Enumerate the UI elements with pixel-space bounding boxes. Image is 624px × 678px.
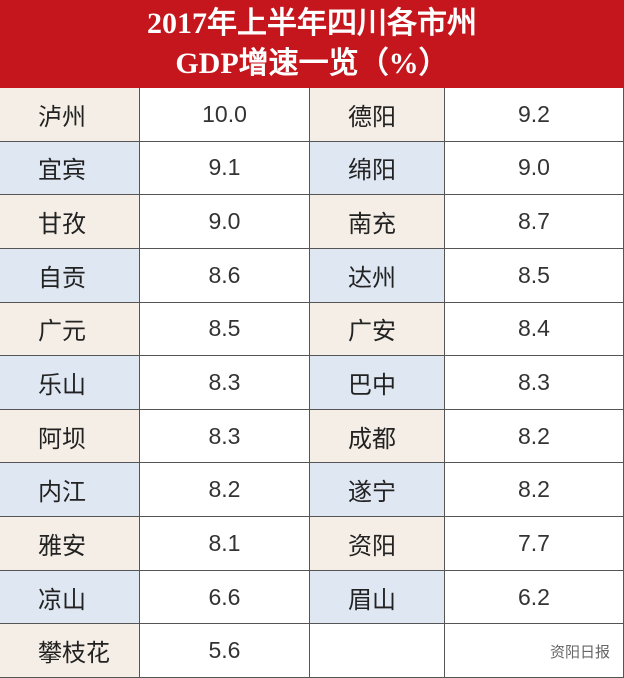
growth-cell: 8.4: [445, 302, 624, 357]
city-cell: [310, 624, 445, 678]
growth-cell: 8.5: [445, 248, 624, 303]
growth-cell: 5.6: [140, 624, 310, 678]
growth-cell: 8.2: [445, 409, 624, 464]
growth-cell: 6.2: [445, 570, 624, 625]
city-cell: 成都: [310, 409, 445, 464]
city-cell: 甘孜: [0, 195, 140, 249]
growth-cell: 8.2: [445, 463, 624, 518]
city-cell: 达州: [310, 248, 445, 303]
growth-cell: 8.3: [445, 356, 624, 410]
growth-cell: 6.6: [140, 570, 310, 625]
growth-cell: 8.1: [140, 517, 310, 571]
city-cell: 遂宁: [310, 463, 445, 518]
city-cell: 广元: [0, 302, 140, 357]
growth-cell: 9.1: [140, 141, 310, 196]
city-cell: 眉山: [310, 570, 445, 625]
city-cell: 雅安: [0, 517, 140, 571]
city-cell: 乐山: [0, 356, 140, 410]
city-cell: 广安: [310, 302, 445, 357]
growth-cell: [445, 624, 624, 678]
city-cell: 内江: [0, 463, 140, 518]
growth-cell: 7.7: [445, 517, 624, 571]
title-line: 2017年上半年四川各市州: [147, 7, 477, 40]
city-cell: 德阳: [310, 88, 445, 142]
growth-cell: 9.2: [445, 88, 624, 142]
growth-cell: 8.2: [140, 463, 310, 518]
growth-cell: 8.7: [445, 195, 624, 249]
header: 2017年上半年四川各市州 GDP增速一览（%）: [0, 0, 624, 88]
source-watermark: 资阳日报: [549, 643, 610, 661]
growth-cell: 9.0: [445, 141, 624, 196]
city-cell: 绵阳: [310, 141, 445, 196]
city-cell: 资阳: [310, 517, 445, 571]
city-cell: 攀枝花: [0, 624, 140, 678]
city-cell: 凉山: [0, 570, 140, 625]
title-line: GDP增速一览（%）: [175, 47, 449, 80]
city-cell: 宜宾: [0, 141, 140, 196]
growth-cell: 8.3: [140, 356, 310, 410]
city-cell: 泸州: [0, 88, 140, 142]
growth-cell: 10.0: [140, 88, 310, 142]
growth-cell: 9.0: [140, 195, 310, 249]
city-cell: 阿坝: [0, 409, 140, 464]
growth-cell: 8.6: [140, 248, 310, 303]
growth-cell: 8.5: [140, 302, 310, 357]
table: 泸州 10.0 德阳 9.2 宜宾 9.1 绵阳 9.0 甘孜 9.0 南充 8.7 自贡 8.6 达州 8.…: [0, 88, 624, 678]
city-cell: 巴中: [310, 356, 445, 410]
growth-cell: 8.3: [140, 409, 310, 464]
city-cell: 南充: [310, 195, 445, 249]
city-cell: 自贡: [0, 248, 140, 303]
